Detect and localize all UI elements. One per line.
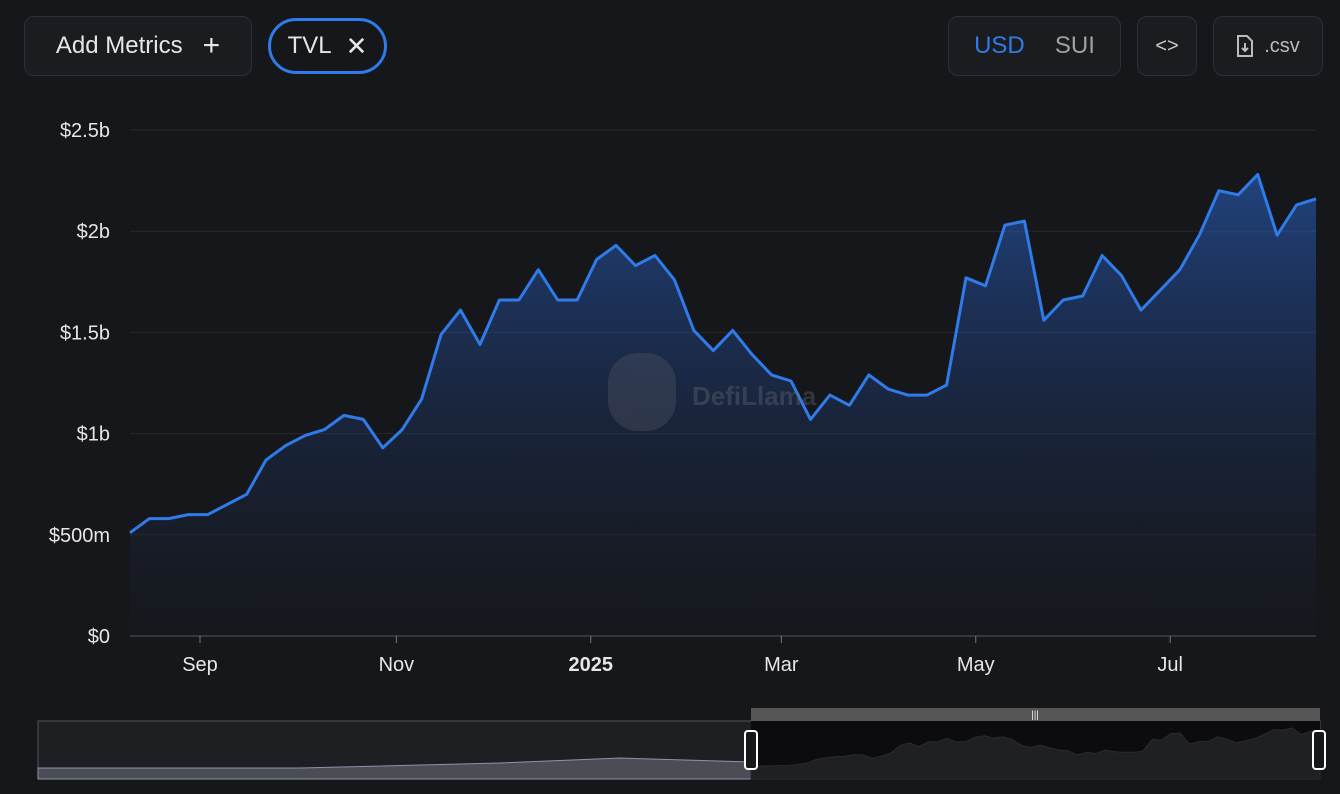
y-tick-label: $0 (88, 626, 110, 648)
embed-button[interactable]: <> (1137, 16, 1197, 76)
brush-selection[interactable] (751, 721, 1320, 779)
brush-grip: ||| (1031, 710, 1039, 721)
watermark-text: DefiLlama (692, 381, 817, 411)
usd-option[interactable]: USD (974, 32, 1025, 59)
y-tick-label: $2.5b (60, 120, 110, 142)
y-tick-label: $500m (49, 525, 110, 547)
watermark-logo (608, 353, 676, 431)
x-tick-label: 2025 (569, 654, 614, 676)
file-icon (1237, 35, 1254, 57)
brush-bar[interactable] (751, 708, 1320, 721)
x-tick-label: Jul (1157, 654, 1183, 676)
tvl-line (129, 173, 1317, 535)
tvl-area (130, 174, 1316, 636)
brush-series (750, 727, 1321, 780)
y-tick-label: $2b (77, 221, 110, 243)
close-icon: ✕ (345, 30, 368, 61)
csv-button[interactable]: .csv (1213, 16, 1323, 76)
brush-handle-right[interactable] (1312, 730, 1326, 770)
brush-handle-left[interactable] (744, 730, 758, 770)
tvl-chip[interactable]: TVL ✕ (268, 18, 387, 74)
add-metrics-label: Add Metrics (55, 32, 183, 59)
currency-toggle: USD SUI (948, 16, 1121, 76)
add-metrics-button[interactable]: Add Metrics + (24, 16, 252, 76)
x-tick-label: May (957, 654, 995, 676)
tvl-label: TVL (287, 32, 332, 59)
csv-label: .csv (1264, 34, 1300, 57)
plus-icon: + (202, 29, 221, 62)
y-tick-label: $1b (77, 424, 110, 446)
x-tick-label: Mar (764, 654, 799, 676)
y-tick-label: $1.5b (60, 322, 110, 344)
brush-frame (37, 720, 1321, 780)
x-tick-label: Nov (379, 654, 415, 676)
x-tick-label: Sep (182, 654, 218, 676)
brush-history-area (37, 757, 752, 780)
sui-option[interactable]: SUI (1054, 32, 1095, 59)
watermark: DefiLlama (608, 353, 817, 431)
